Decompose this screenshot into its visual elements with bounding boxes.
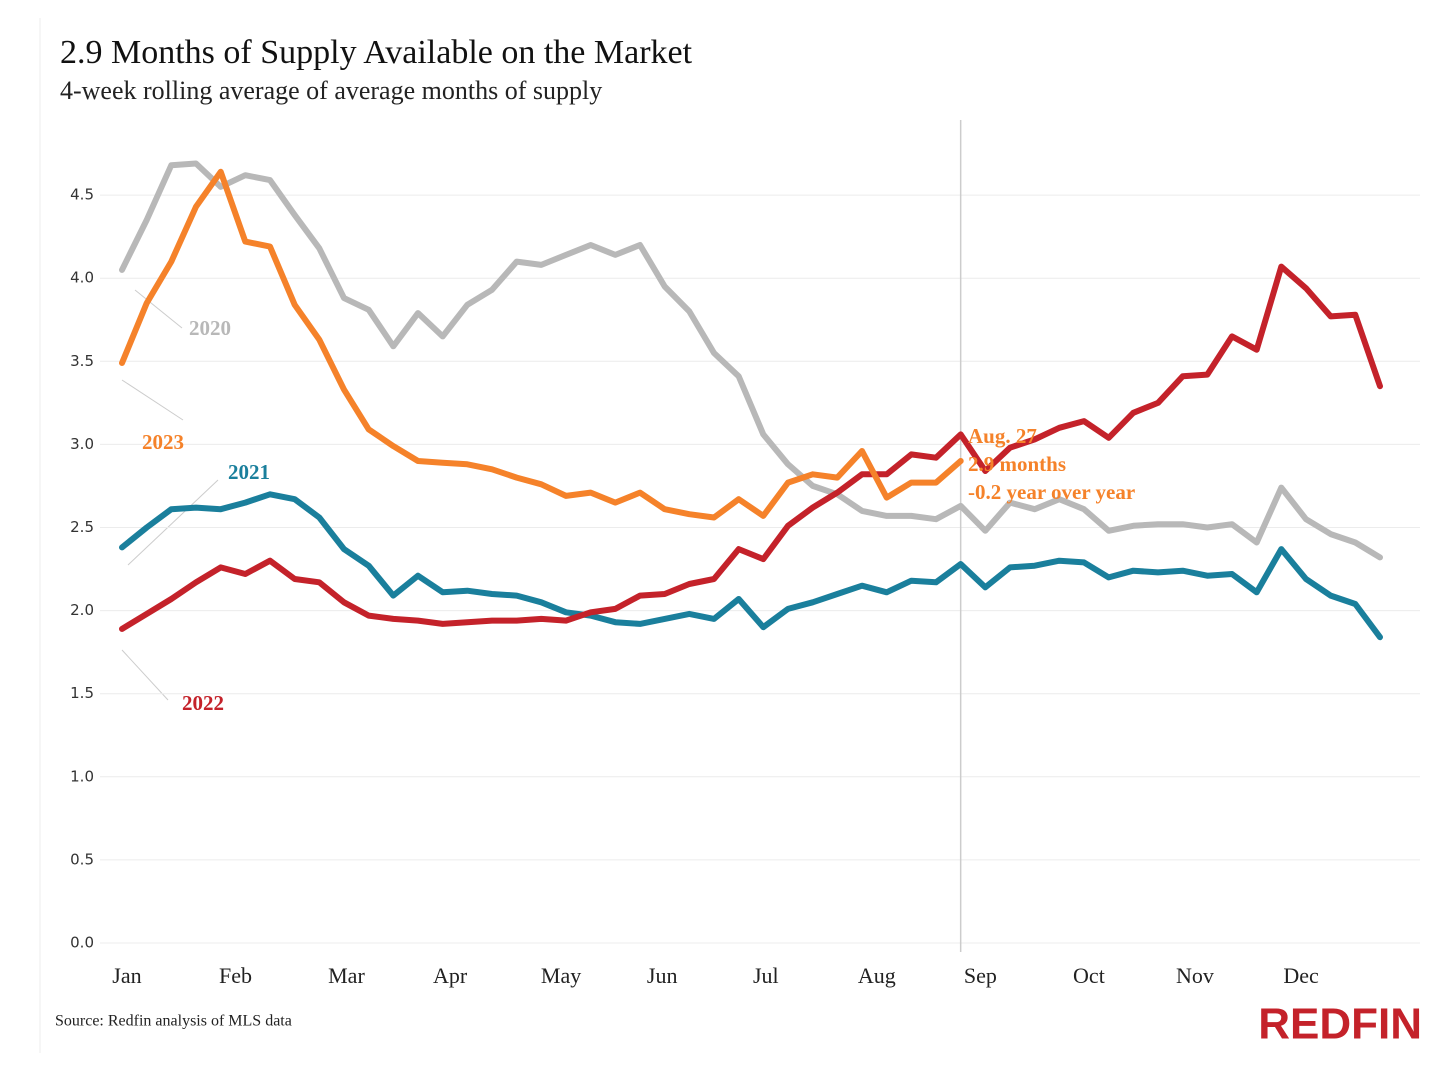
x-tick-label: May: [541, 963, 581, 988]
annotation: -0.2 year over year: [968, 480, 1135, 504]
x-tick-label: Nov: [1176, 963, 1214, 988]
annotation: Aug. 27: [968, 424, 1037, 448]
series-label: 2023: [142, 430, 184, 454]
x-tick-label: Jun: [647, 963, 678, 988]
series-line: [119, 263, 1383, 632]
y-tick-label: 4.0: [70, 269, 94, 287]
y-tick-label: 2.5: [70, 518, 94, 536]
leader-lines: [121, 289, 219, 701]
y-tick-label: 3.5: [70, 352, 94, 370]
series-line: [119, 168, 964, 521]
series-line: [119, 160, 1383, 561]
y-tick-label: 3.0: [70, 435, 94, 453]
x-tick-label: Dec: [1283, 963, 1319, 988]
y-tick-label: 1.5: [70, 684, 94, 702]
x-tick-label: Sep: [964, 963, 997, 988]
series-label: 2021: [228, 460, 270, 484]
chart-subtitle: 4-week rolling average of average months…: [60, 76, 602, 105]
x-tick-label: Mar: [328, 963, 365, 988]
y-tick-label: 2.0: [70, 601, 94, 619]
y-tick-label: 0.0: [70, 934, 94, 952]
y-tick-label: 0.5: [70, 850, 94, 868]
x-tick-label: Oct: [1073, 963, 1105, 988]
x-tick-label: Jan: [112, 963, 141, 988]
brand-logo: REDFIN: [1258, 1000, 1422, 1049]
series-label: 2020: [189, 316, 231, 340]
series-label: 2022: [182, 691, 224, 715]
source-note: Source: Redfin analysis of MLS data: [55, 1013, 292, 1030]
chart-title: 2.9 Months of Supply Available on the Ma…: [60, 34, 693, 71]
annotation: 2.9 months: [968, 452, 1066, 476]
y-tick-label: 4.5: [70, 186, 94, 204]
y-tick-label: 1.0: [70, 767, 94, 785]
x-tick-label: Aug: [858, 963, 896, 988]
x-tick-label: Feb: [219, 963, 252, 988]
x-tick-label: Jul: [753, 963, 779, 988]
series-line: [119, 491, 1383, 641]
x-tick-label: Apr: [433, 963, 468, 988]
